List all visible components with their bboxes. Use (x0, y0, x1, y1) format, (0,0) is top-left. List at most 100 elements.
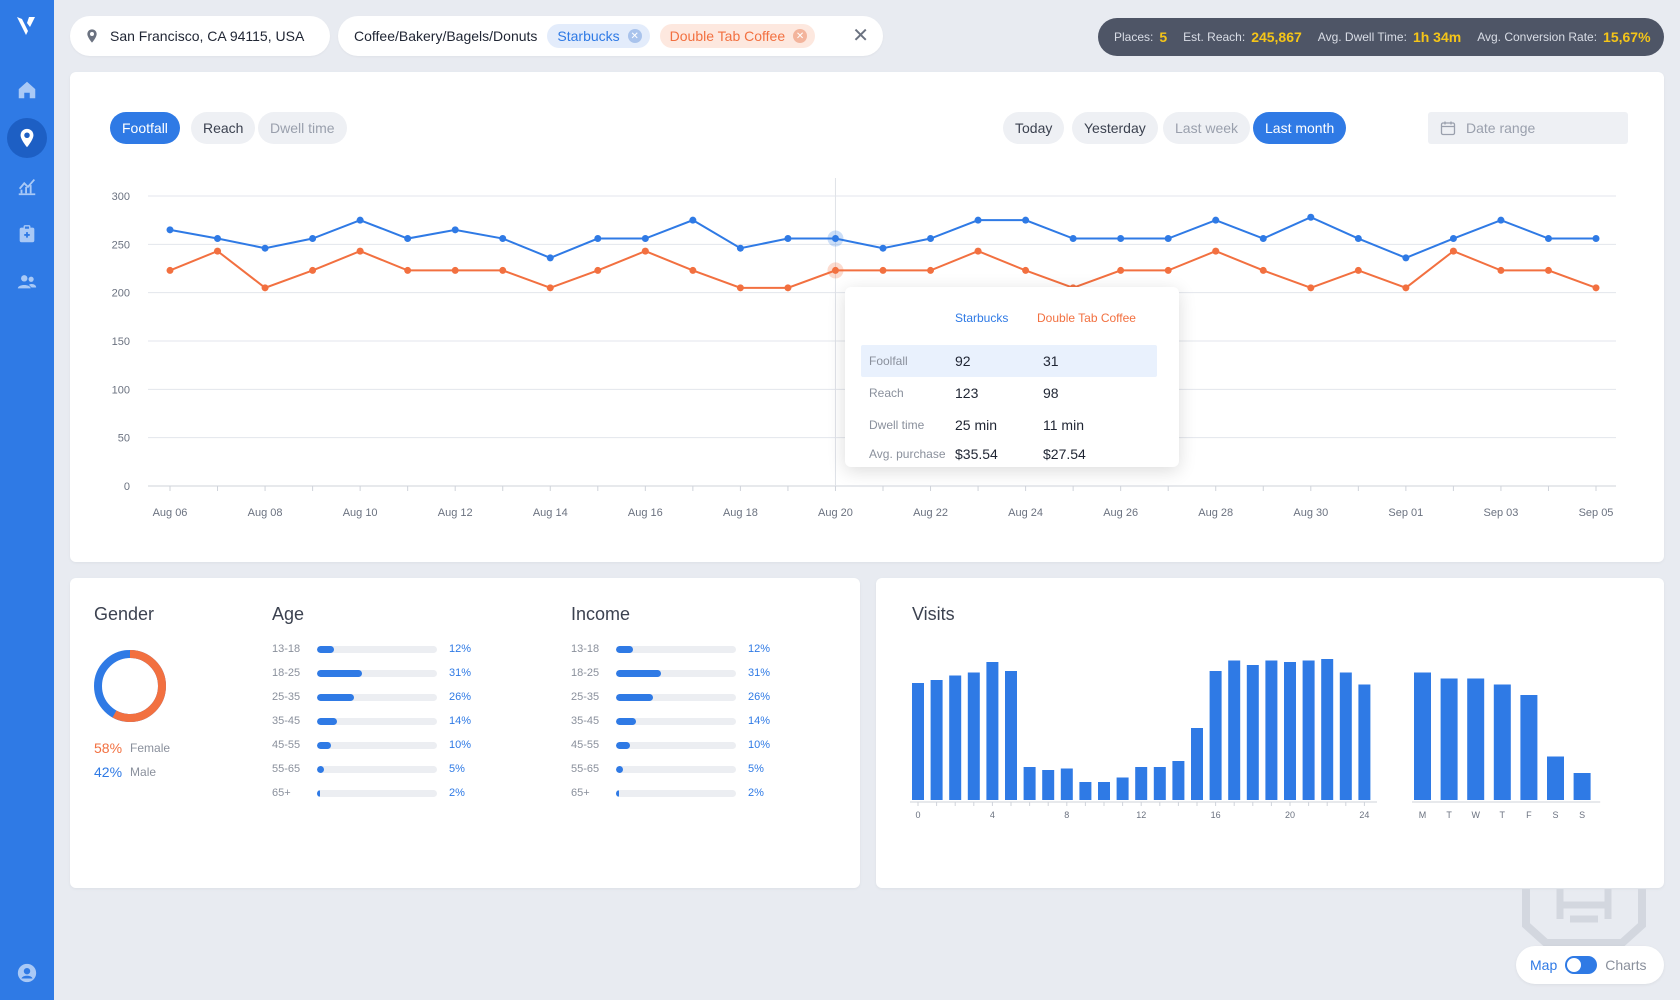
visits-hour-bar (1098, 782, 1110, 800)
tooltip-value-starbucks: 123 (955, 385, 979, 401)
bar-row: 65+ 2% (571, 786, 764, 800)
data-point (1449, 235, 1457, 243)
data-point (451, 266, 459, 274)
tag-double-tab-coffee[interactable]: Double Tab Coffee ✕ (659, 24, 816, 48)
category-text: Coffee/Bakery/Bagels/Donuts (354, 28, 538, 44)
data-point (1259, 266, 1267, 274)
bar-label: 45-55 (571, 739, 600, 751)
x-tick-label: Sep 01 (1388, 507, 1423, 519)
bar-row: 13-18 12% (571, 642, 770, 656)
bar-row: 45-55 10% (571, 738, 770, 752)
data-point (1259, 235, 1267, 243)
gender-donut-female (94, 650, 166, 722)
tab-footfall[interactable]: Footfall (110, 112, 180, 144)
bar-label: 18-25 (272, 667, 301, 679)
data-point (546, 284, 554, 292)
bar-track (317, 741, 437, 749)
bar-pct: 31% (748, 667, 771, 679)
visits-hour-bar (930, 680, 943, 800)
male-pct: 42% (94, 764, 123, 780)
bar-row: 25-35 26% (571, 690, 770, 704)
data-point (1354, 266, 1362, 274)
users-icon[interactable] (7, 262, 47, 302)
tab-reach[interactable]: Reach (191, 112, 256, 144)
places-value: 5 (1159, 29, 1168, 45)
clear-filter-icon[interactable]: ✕ (852, 25, 869, 47)
tooltip-col-starbucks: Starbucks (955, 311, 1009, 325)
range-yesterday[interactable]: Yesterday (1072, 112, 1158, 144)
date-range-placeholder: Date range (1466, 120, 1536, 136)
visits-day-bar (1467, 678, 1485, 800)
age-title: Age (272, 604, 305, 624)
visits-hour-bar (1209, 671, 1222, 800)
data-point (1592, 284, 1600, 292)
data-point (1544, 266, 1552, 274)
data-point (974, 247, 982, 255)
bar-track (317, 717, 437, 725)
view-switch[interactable] (1565, 956, 1598, 974)
range-today[interactable]: Today (1003, 112, 1065, 144)
conversion-label: Avg. Conversion Rate: (1477, 30, 1598, 44)
bar-label: 13-18 (272, 643, 301, 655)
tag-starbucks[interactable]: Starbucks ✕ (547, 24, 650, 48)
bar-fill (317, 765, 325, 773)
remove-tag-icon[interactable]: ✕ (627, 29, 642, 43)
data-point (309, 235, 317, 243)
bar-pct: 5% (748, 763, 764, 775)
user-avatar-icon[interactable] (7, 953, 47, 993)
bar-label: 45-55 (272, 739, 301, 751)
bar-pct: 10% (449, 739, 472, 751)
visits-hour-bar (912, 683, 924, 800)
tooltip-value-starbucks: $35.54 (955, 446, 998, 462)
data-point (1117, 235, 1125, 243)
analytics-icon[interactable] (7, 166, 47, 206)
x-tick-label: Aug 12 (438, 507, 473, 519)
tooltip-col-double-tab: Double Tab Coffee (1037, 311, 1136, 325)
toggle-charts-label[interactable]: Charts (1605, 957, 1647, 973)
x-tick-label: Aug 10 (343, 507, 378, 519)
visits-hour-bar (1228, 660, 1241, 800)
visits-hour-bar (1302, 660, 1315, 800)
bar-track (616, 693, 736, 701)
location-icon[interactable] (7, 118, 47, 158)
bar-pct: 26% (449, 691, 472, 703)
visits-hour-bar (1023, 767, 1036, 800)
data-point (879, 244, 887, 252)
range-last-week[interactable]: Last week (1163, 112, 1251, 144)
summary-stats: Places: 5 Est. Reach: 245,867 Avg. Dwell… (1098, 18, 1664, 56)
category-filter[interactable]: Coffee/Bakery/Bagels/Donuts Starbucks ✕ … (338, 16, 883, 56)
conversion-value: 15,67% (1603, 29, 1651, 45)
tooltip-value-double-tab: $27.54 (1043, 446, 1086, 462)
bar-pct: 31% (449, 667, 472, 679)
bar-row: 35-45 14% (272, 714, 471, 728)
brand-logo-icon[interactable] (15, 14, 39, 38)
visits-day-bar (1440, 678, 1458, 800)
data-point (831, 266, 839, 274)
female-label: Female (130, 741, 171, 755)
date-range-input[interactable]: Date range (1428, 112, 1628, 144)
bar-fill (317, 693, 355, 701)
bar-row: 55-65 5% (571, 762, 764, 776)
data-point (1307, 284, 1315, 292)
toggle-map-label[interactable]: Map (1530, 957, 1558, 973)
gender-donut (94, 650, 166, 722)
visits-hour-tick: 20 (1285, 810, 1295, 820)
data-point (1069, 235, 1077, 243)
location-search[interactable]: San Francisco, CA 94115, USA (70, 16, 330, 56)
dwell-label: Avg. Dwell Time: (1317, 30, 1407, 44)
tab-dwell-time[interactable]: Dwell time (258, 112, 347, 144)
range-last-month[interactable]: Last month (1253, 112, 1347, 144)
tooltip-row: Avg. purchase $35.54 $27.54 (861, 441, 1157, 467)
bar-track (317, 693, 437, 701)
x-tick-label: Sep 05 (1579, 507, 1614, 519)
reports-icon[interactable] (7, 214, 47, 254)
dwell-value: 1h 34m (1412, 29, 1462, 45)
bar-track (317, 765, 437, 773)
bar-label: 13-18 (571, 643, 600, 655)
remove-tag-icon[interactable]: ✕ (793, 29, 808, 43)
data-point (1402, 284, 1410, 292)
home-icon[interactable] (7, 70, 47, 110)
switch-knob (1567, 958, 1582, 972)
data-point (261, 284, 269, 292)
x-tick-label: Aug 18 (723, 507, 758, 519)
